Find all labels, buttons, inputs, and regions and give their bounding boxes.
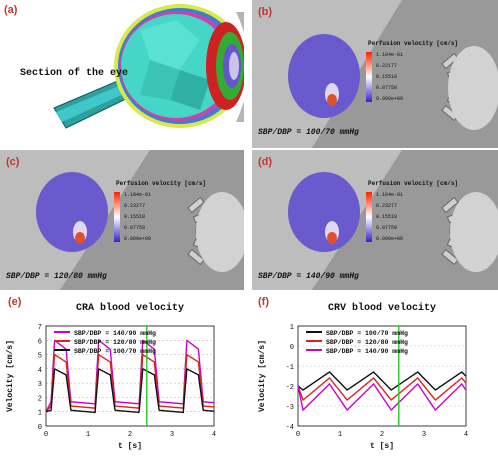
y-tick-label: 1 (38, 410, 42, 418)
series-line (297, 382, 467, 412)
panel-c-condition: SBP/DBP = 120/80 mmHg (6, 272, 107, 281)
tick: 0.000e+00 (124, 236, 152, 242)
plot-frame (45, 325, 215, 427)
y-tick-label: 5 (38, 353, 42, 361)
panel-a-caption: Section of the eye (20, 68, 129, 79)
chart-title: CRA blood velocity (76, 302, 184, 314)
legend-label: SBP/DBP = 120/80 mmHg (326, 339, 408, 346)
panel-c-legend-title: Perfusion velocity [cm/s] (116, 180, 207, 187)
x-tick-label: 4 (464, 431, 468, 439)
x-tick-label: 2 (380, 431, 384, 439)
tick: 0.15518 (376, 214, 398, 220)
perfusion-render-b (252, 0, 498, 148)
x-tick-label: 1 (338, 431, 342, 439)
x-tick-label: 0 (44, 431, 48, 439)
y-tick-label: 3 (38, 381, 42, 389)
tick: 0.07759 (376, 225, 398, 231)
panel-d-ticks: 1.104e-01 0.23277 0.15518 0.07759 0.000e… (376, 190, 403, 245)
panel-c-ticks: 1.104e-01 0.23277 0.15518 0.07759 0.000e… (124, 190, 151, 245)
legend-label: SBP/DBP = 100/70 mmHg (326, 330, 408, 337)
x-axis-label: t [s] (118, 442, 142, 451)
panel-b: (b) Perfusion velocity [cm/s] 1.104e-01 … (252, 0, 498, 148)
x-tick-label: 3 (422, 431, 426, 439)
legend-label: SBP/DBP = 120/80 mmHg (74, 339, 156, 346)
series-line (45, 339, 215, 413)
y-tick-label: 0 (290, 344, 294, 352)
legend-label: SBP/DBP = 140/90 mmHg (74, 330, 156, 337)
y-axis-label: Velocity [cm/s] (6, 340, 15, 412)
tick: 1.104e-01 (124, 192, 152, 198)
cra-velocity-chart: CRA blood velocity 0 1 2 3 4 5 6 7 0 1 2 3 4 SBP/DBP =… (6, 302, 216, 451)
panel-d-condition: SBP/DBP = 140/90 mmHg (258, 272, 359, 281)
series-line (45, 367, 214, 414)
panel-d-legend-title: Perfusion velocity [cm/s] (368, 180, 459, 187)
y-tick-label: 7 (38, 324, 42, 332)
tick: 1.104e-01 (376, 192, 404, 198)
tick: 1.104e-01 (376, 52, 404, 58)
panel-c: (c) Perfusion velocity [cm/s] 1.104e-01 … (0, 150, 244, 290)
legend-label: SBP/DBP = 100/70 mmHg (74, 348, 156, 355)
eye-section-illustration (53, 4, 244, 129)
panel-b-label: (b) (258, 6, 273, 18)
series-line (297, 377, 467, 402)
y-tick-label: -4 (286, 424, 294, 432)
x-tick-label: 3 (170, 431, 174, 439)
x-tick-label: 1 (86, 431, 90, 439)
y-tick-label: 4 (38, 367, 42, 375)
tick: 0.23277 (124, 203, 146, 209)
tick: 0.22177 (376, 63, 398, 69)
panel-b-condition: SBP/DBP = 100/70 mmHg (258, 128, 359, 137)
y-tick-label: 1 (290, 324, 294, 332)
tick: 0.23277 (376, 203, 398, 209)
panel-f-label: (f) (258, 296, 269, 308)
x-tick-label: 2 (128, 431, 132, 439)
tick: 0.000e+00 (376, 96, 404, 102)
y-tick-label: 6 (38, 338, 42, 346)
tick: 0.15518 (124, 214, 146, 220)
series-line (45, 353, 215, 413)
panel-a: (a) Section of the eye (0, 0, 244, 148)
panel-c-label: (c) (6, 156, 20, 168)
crv-velocity-chart: CRV blood velocity -4 -3 -2 -1 0 1 0 1 2 3 4 SBP/DBP… (258, 302, 468, 451)
panel-d-label: (d) (258, 156, 273, 168)
y-tick-label: 0 (38, 424, 42, 432)
x-tick-label: 4 (212, 431, 216, 439)
panel-b-ticks: 1.104e-01 0.22177 0.15518 0.07759 0.000e… (376, 50, 403, 105)
panel-b-legend-title: Perfusion velocity [cm/s] (368, 40, 459, 47)
panel-a-label: (a) (4, 4, 18, 16)
y-tick-label: -1 (286, 364, 294, 372)
tick: 0.07759 (376, 85, 398, 91)
tick: 0.15518 (376, 74, 398, 80)
panel-e-label: (e) (8, 296, 22, 308)
y-tick-label: -3 (286, 404, 294, 412)
legend-label: SBP/DBP = 140/90 mmHg (326, 348, 408, 355)
series-line (297, 371, 467, 391)
tick: 0.07759 (124, 225, 146, 231)
panel-d: (d) Perfusion velocity [cm/s] 1.104e-01 … (252, 150, 498, 290)
y-tick-label: 2 (38, 395, 42, 403)
y-axis-label: Velocity [cm/s] (258, 340, 267, 412)
y-tick-label: -2 (286, 384, 294, 392)
perfusion-render-c (0, 150, 244, 290)
tick: 0.000e+00 (376, 236, 404, 242)
chart-title: CRV blood velocity (328, 302, 436, 314)
perfusion-render-d (252, 150, 498, 290)
x-tick-label: 0 (296, 431, 300, 439)
x-axis-label: t [s] (370, 442, 394, 451)
